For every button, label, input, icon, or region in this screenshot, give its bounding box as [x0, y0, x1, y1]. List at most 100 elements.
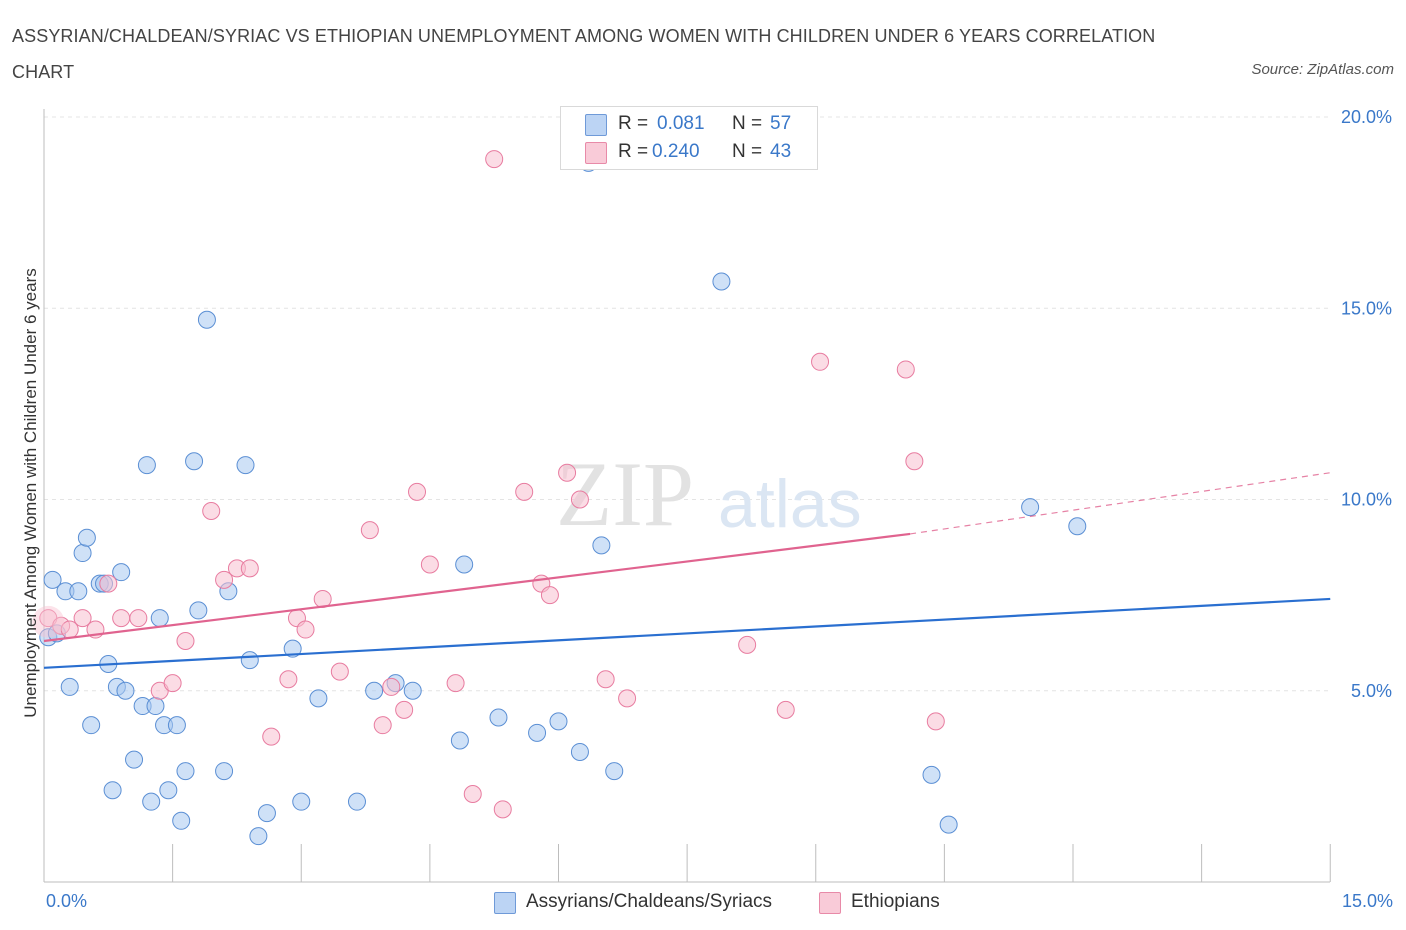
point-assyrians: [605, 762, 624, 781]
point-assyrians: [455, 555, 474, 574]
point-assyrians: [150, 609, 169, 628]
trend-line-assyrians: [43, 597, 1331, 669]
n-label: N =: [732, 141, 763, 162]
tick-labels: 5.0% 10.0% 15.0% 20.0% 0.0% 15.0%: [46, 107, 1393, 911]
n-value: 57: [770, 113, 792, 134]
point-assyrians: [365, 681, 384, 700]
point-ethiopians: [296, 620, 315, 639]
point-assyrians: [283, 639, 302, 658]
axes: [43, 109, 1331, 883]
point-ethiopians: [738, 635, 757, 654]
r-label: R =: [618, 141, 649, 162]
point-assyrians: [450, 731, 469, 750]
y-tick-label: 20.0%: [1341, 107, 1392, 127]
point-assyrians: [197, 310, 216, 329]
point-assyrians: [172, 811, 191, 830]
point-cluster-ethiopians: [32, 605, 65, 638]
point-assyrians: [939, 815, 958, 834]
point-assyrians: [215, 762, 234, 781]
r-value: 0.081: [657, 113, 705, 134]
point-ethiopians: [395, 700, 414, 719]
point-ethiopians: [776, 700, 795, 719]
point-ethiopians: [811, 352, 830, 371]
point-assyrians: [69, 582, 88, 601]
watermark-atlas: atlas: [718, 466, 862, 542]
point-assyrians: [403, 681, 422, 700]
trend-line-ethiopians: [43, 532, 911, 643]
legend-label: Ethiopians: [851, 891, 940, 912]
point-ethiopians: [485, 150, 504, 169]
point-ethiopians: [596, 670, 615, 689]
point-ethiopians: [446, 674, 465, 693]
point-assyrians: [146, 697, 165, 716]
series-legend: Assyrians/Chaldeans/Syriacs Ethiopians: [0, 888, 1406, 918]
point-ethiopians: [420, 555, 439, 574]
point-ethiopians: [540, 586, 559, 605]
trend-line-ethiopians-extension: [909, 472, 1331, 535]
point-assyrians: [43, 570, 62, 589]
point-assyrians: [103, 781, 122, 800]
point-assyrians: [236, 456, 255, 475]
point-ethiopians: [330, 662, 349, 681]
point-ethiopians: [176, 632, 195, 651]
point-assyrians: [592, 536, 611, 555]
point-assyrians: [240, 651, 259, 670]
point-ethiopians: [408, 482, 427, 501]
point-ethiopians: [493, 800, 512, 819]
y-tick-label: 15.0%: [1341, 298, 1392, 318]
point-assyrians: [185, 452, 204, 471]
point-assyrians: [142, 792, 161, 811]
stats-legend: R = 0.081 N = 57 R = 0.240 N = 43: [560, 106, 818, 170]
point-assyrians: [176, 762, 195, 781]
chart-title: ASSYRIAN/CHALDEAN/SYRIAC VS ETHIOPIAN UN…: [12, 26, 1156, 82]
n-label: N =: [732, 113, 763, 134]
point-assyrians: [1068, 517, 1087, 536]
legend-swatch-ethiopians: [819, 892, 841, 914]
point-ethiopians: [360, 521, 379, 540]
y-tick-label: 10.0%: [1341, 490, 1392, 510]
point-ethiopians: [373, 716, 392, 735]
point-ethiopians: [129, 609, 148, 628]
point-assyrians: [125, 750, 144, 769]
point-assyrians: [549, 712, 568, 731]
chart-source: Source: ZipAtlas.com: [1251, 61, 1394, 78]
point-ethiopians: [262, 727, 281, 746]
point-ethiopians: [463, 785, 482, 804]
point-ethiopians: [515, 482, 534, 501]
point-assyrians: [60, 677, 79, 696]
point-assyrians: [570, 742, 589, 761]
gridlines: [44, 116, 1330, 692]
point-ethiopians: [570, 490, 589, 509]
point-assyrians: [712, 272, 731, 291]
point-ethiopians: [905, 452, 924, 471]
point-assyrians: [257, 804, 276, 823]
point-ethiopians: [202, 501, 221, 520]
x-tick-label: 0.0%: [46, 891, 87, 911]
legend-label: Assyrians/Chaldeans/Syriacs: [526, 891, 773, 912]
point-assyrians: [309, 689, 328, 708]
point-ethiopians: [99, 574, 118, 593]
y-axis-label: Unemployment Among Women with Children U…: [21, 268, 40, 717]
point-ethiopians: [215, 570, 234, 589]
point-assyrians: [189, 601, 208, 620]
point-ethiopians: [896, 360, 915, 379]
x-tick-label: 15.0%: [1342, 891, 1393, 911]
legend-swatch-assyrians: [585, 114, 607, 136]
point-ethiopians: [558, 463, 577, 482]
point-assyrians: [77, 528, 96, 547]
point-assyrians: [489, 708, 508, 727]
point-assyrians: [82, 716, 101, 735]
legend-swatch-ethiopians: [585, 142, 607, 164]
r-label: R =: [618, 113, 649, 134]
point-assyrians: [292, 792, 311, 811]
point-assyrians: [159, 781, 178, 800]
point-assyrians: [137, 456, 156, 475]
point-ethiopians: [382, 677, 401, 696]
point-assyrians: [249, 827, 268, 846]
point-assyrians: [116, 681, 135, 700]
point-ethiopians: [618, 689, 637, 708]
trend-lines: [43, 472, 1331, 669]
point-assyrians: [528, 723, 547, 742]
point-assyrians: [1021, 498, 1040, 517]
legend-swatch-assyrians: [494, 892, 516, 914]
